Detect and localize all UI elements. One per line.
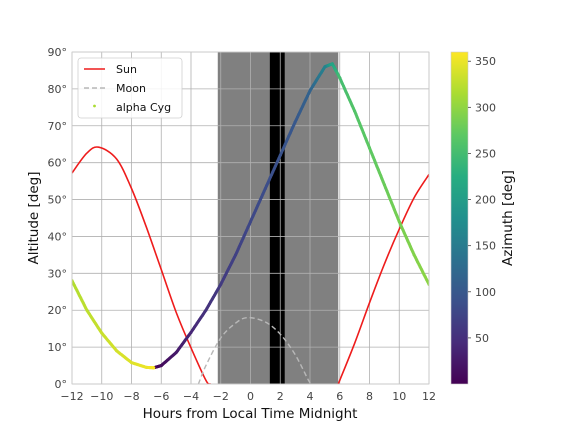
alpha-cyg-point (115, 349, 119, 353)
colorbar-tick-label: 250 (475, 147, 496, 160)
alpha-cyg-point (330, 62, 334, 66)
legend-moon-label: Moon (116, 82, 146, 95)
night-region (269, 52, 285, 384)
alpha-cyg-point (338, 76, 342, 80)
alpha-cyg-point (397, 220, 401, 224)
x-tick-label: −4 (183, 390, 199, 403)
colorbar-gradient (450, 51, 469, 385)
legend-box (77, 57, 183, 119)
x-tick-label: −10 (90, 390, 113, 403)
alpha-cyg-point (353, 109, 357, 113)
legend-star-swatch (93, 104, 96, 108)
x-tick-label: 6 (336, 390, 343, 403)
x-axis-ticks: −12 −10 −8 −6 −4 −2 0 2 4 6 8 10 12 (60, 390, 436, 403)
alpha-cyg-point (234, 253, 238, 257)
plot-area (71, 51, 430, 385)
alpha-cyg-point (293, 120, 297, 124)
x-tick-label: −12 (60, 390, 83, 403)
x-tick-label: −2 (213, 390, 229, 403)
y-tick-label: 40° (48, 230, 68, 243)
colorbar-label: Azimuth [deg] (500, 170, 516, 266)
y-tick-label: 50° (48, 194, 68, 207)
y-tick-label: 80° (48, 83, 68, 96)
alpha-cyg-point (204, 308, 208, 312)
alpha-cyg-point (174, 351, 178, 355)
sun-line (337, 174, 429, 384)
y-tick-label: 70° (48, 120, 68, 133)
y-tick-label: 30° (48, 267, 68, 280)
alpha-cyg-point (368, 146, 371, 150)
alpha-cyg-point (152, 366, 156, 370)
colorbar: 50 100 150 200 250 300 350 Azimuth [deg] (450, 51, 516, 385)
alpha-cyg-point (130, 361, 133, 365)
alpha-cyg-point (144, 365, 148, 369)
x-tick-label: −8 (123, 390, 139, 403)
colorbar-tick-label: 350 (475, 55, 496, 68)
alpha-cyg-point (189, 330, 193, 334)
alpha-cyg-track (72, 62, 429, 370)
series-layer (72, 62, 429, 384)
y-tick-label: 60° (48, 157, 68, 170)
plot-frame (71, 51, 430, 385)
alpha-cyg-point (100, 331, 104, 335)
x-tick-label: 10 (392, 390, 406, 403)
alpha-cyg-point (382, 183, 386, 187)
colorbar-tick-label: 300 (475, 101, 496, 114)
x-tick-label: 0 (247, 390, 254, 403)
colorbar-tick-label: 200 (475, 194, 496, 207)
y-tick-label: 20° (48, 304, 68, 317)
alpha-cyg-point (412, 253, 416, 257)
moon-line (197, 316, 313, 384)
alpha-cyg-point (263, 187, 267, 190)
alpha-cyg-point (159, 364, 163, 368)
x-tick-label: 12 (422, 390, 436, 403)
legend-star-label: alpha Cyg (116, 101, 171, 114)
x-axis-label: Hours from Local Time Midnight (143, 406, 358, 422)
colorbar-tick-label: 150 (475, 240, 496, 253)
y-tick-label: 0° (55, 378, 68, 391)
y-axis-ticks: 0° 10° 20° 30° 40° 50° 60° 70° 80° 90° (48, 46, 68, 391)
twilight-shading (217, 52, 339, 384)
colorbar-tick-label: 50 (475, 332, 489, 345)
x-tick-label: −6 (153, 390, 169, 403)
y-axis-label: Altitude [deg] (26, 171, 42, 264)
x-tick-label: 4 (307, 390, 314, 403)
y-tick-label: 10° (48, 341, 68, 354)
colorbar-ticks: 50 100 150 200 250 300 350 (468, 55, 496, 345)
alpha-cyg-point (323, 65, 327, 69)
alpha-cyg-point (278, 153, 282, 157)
x-tick-label: 2 (277, 390, 284, 403)
alpha-cyg-point (85, 308, 89, 312)
x-tick-label: 8 (366, 390, 373, 403)
alpha-cyg-point (308, 89, 312, 93)
alpha-cyg-point (249, 220, 252, 224)
alpha-cyg-point (219, 282, 223, 286)
sun-line (72, 146, 211, 384)
y-tick-label: 90° (48, 46, 68, 59)
legend: Sun Moon alpha Cyg (77, 57, 183, 119)
legend-sun-label: Sun (116, 63, 137, 76)
colorbar-tick-label: 100 (475, 286, 496, 299)
